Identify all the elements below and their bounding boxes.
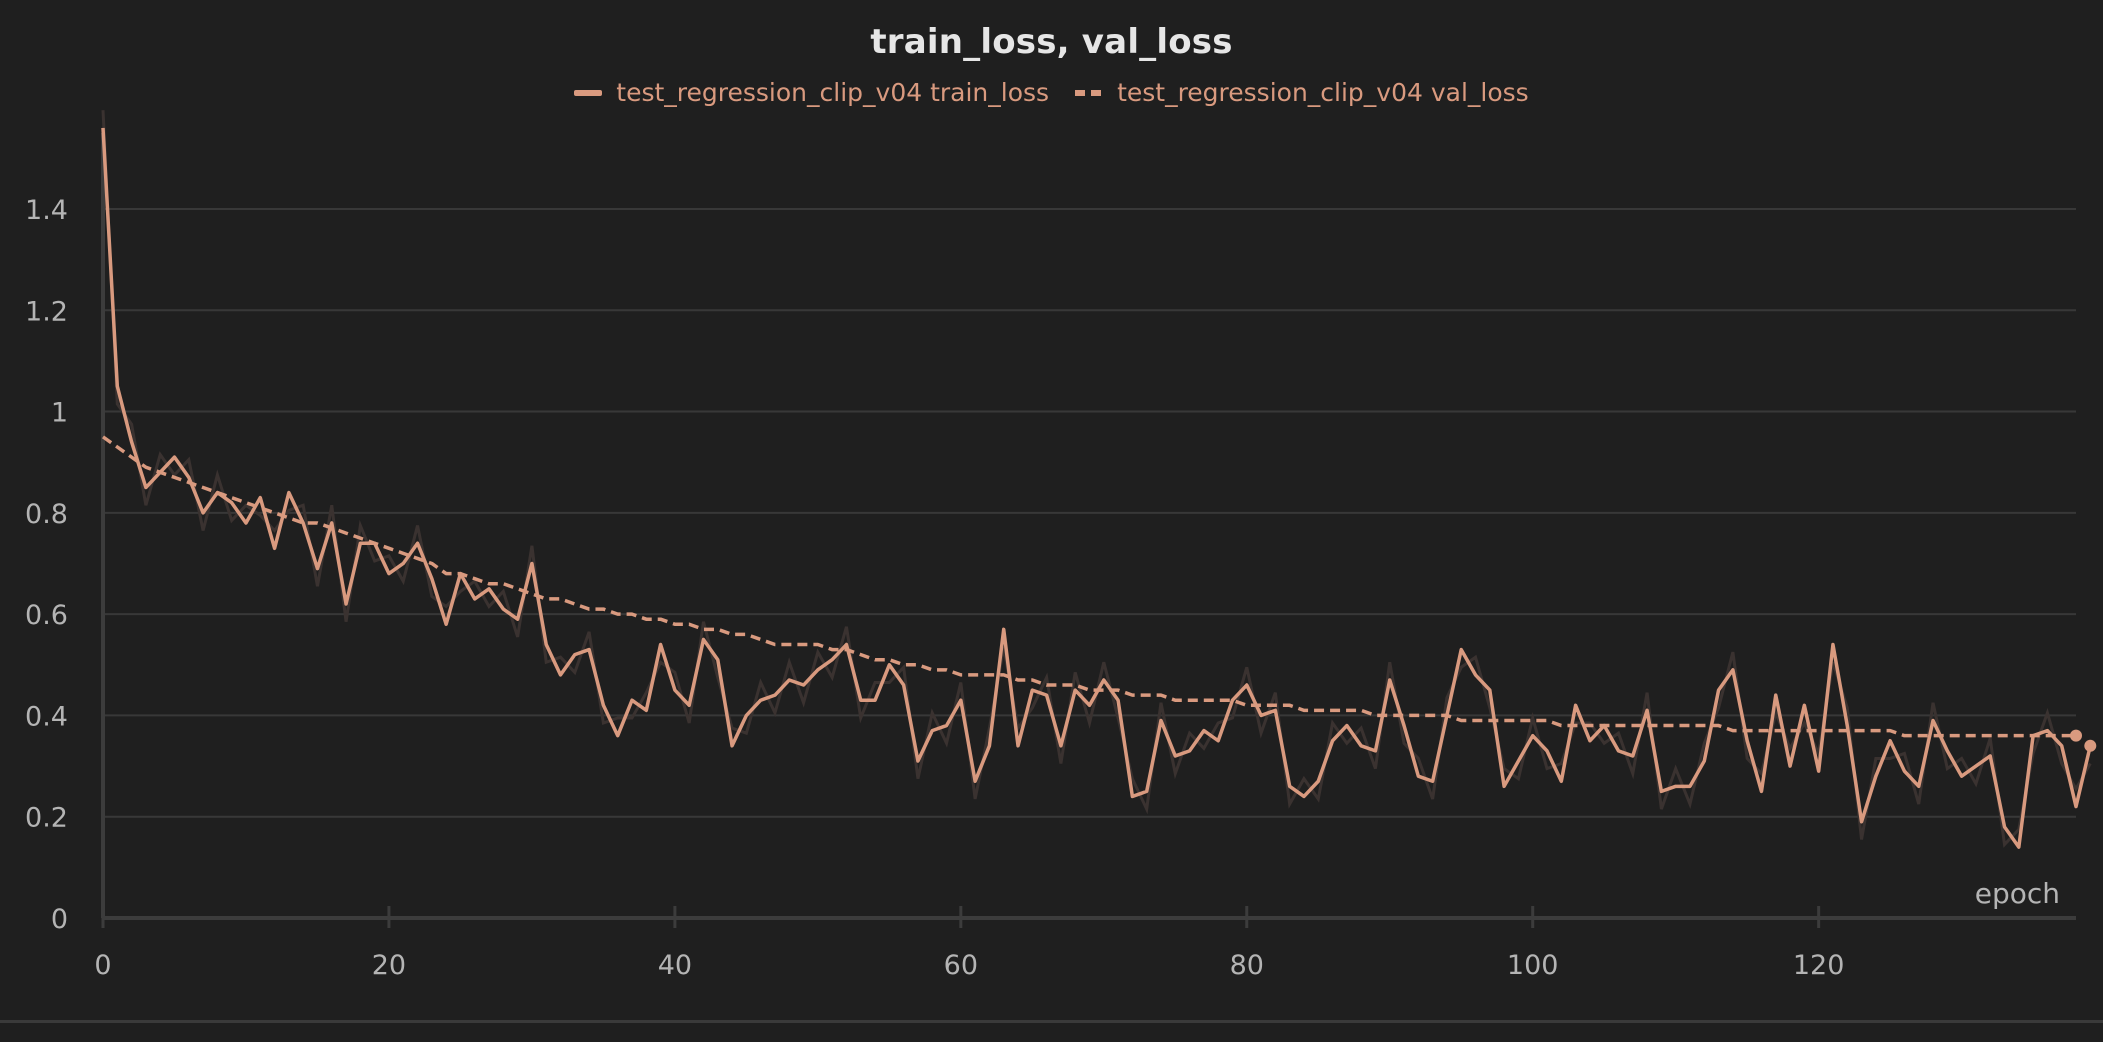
grid-lines bbox=[103, 207, 2076, 818]
x-tick-label: 20 bbox=[372, 950, 406, 981]
chart-legend: test_regression_clip_v04 train_loss test… bbox=[0, 78, 2103, 107]
val-loss-end-point bbox=[2070, 729, 2082, 742]
x-tick-label: 60 bbox=[944, 950, 978, 981]
y-tick-label: 0 bbox=[51, 904, 68, 935]
x-tick-label: 80 bbox=[1230, 950, 1264, 981]
train-loss-line[interactable] bbox=[101, 127, 2093, 849]
y-tick-label: 1 bbox=[51, 398, 68, 429]
legend-label-val-loss: test_regression_clip_v04 val_loss bbox=[1117, 78, 1529, 107]
legend-item-val-loss[interactable]: test_regression_clip_v04 val_loss bbox=[1075, 78, 1529, 107]
x-tick-label: 120 bbox=[1793, 950, 1845, 981]
train-loss-end-point bbox=[2084, 739, 2097, 752]
legend-swatch-solid bbox=[574, 89, 603, 96]
x-axis-title: epoch bbox=[1975, 877, 2060, 910]
axes: 0 0.2 0.4 0.6 0.8 1 1.2 1.4 0 20 40 60 80 100 120 bbox=[25, 133, 2076, 981]
x-tick-label: 0 bbox=[94, 950, 111, 981]
series-lines bbox=[101, 110, 2097, 849]
panel-bottom-divider bbox=[0, 1020, 2103, 1023]
legend-label-train-loss: test_regression_clip_v04 train_loss bbox=[616, 78, 1050, 107]
val-loss-line[interactable] bbox=[101, 435, 2076, 738]
y-tick-label: 0.8 bbox=[25, 499, 68, 530]
y-tick-label: 1.4 bbox=[25, 195, 68, 226]
y-tick-label: 0.4 bbox=[25, 701, 68, 732]
chart-title: train_loss, val_loss bbox=[870, 22, 1233, 62]
y-tick-label: 0.2 bbox=[25, 803, 68, 834]
x-tick-label: 40 bbox=[658, 950, 692, 981]
y-tick-label: 0.6 bbox=[25, 600, 68, 631]
legend-swatch-dashed bbox=[1075, 89, 1104, 96]
legend-item-train-loss[interactable]: test_regression_clip_v04 train_loss bbox=[574, 78, 1049, 107]
train-loss-raw-line bbox=[101, 110, 2092, 848]
y-tick-label: 1.2 bbox=[25, 296, 68, 327]
x-tick-label: 100 bbox=[1507, 950, 1559, 981]
